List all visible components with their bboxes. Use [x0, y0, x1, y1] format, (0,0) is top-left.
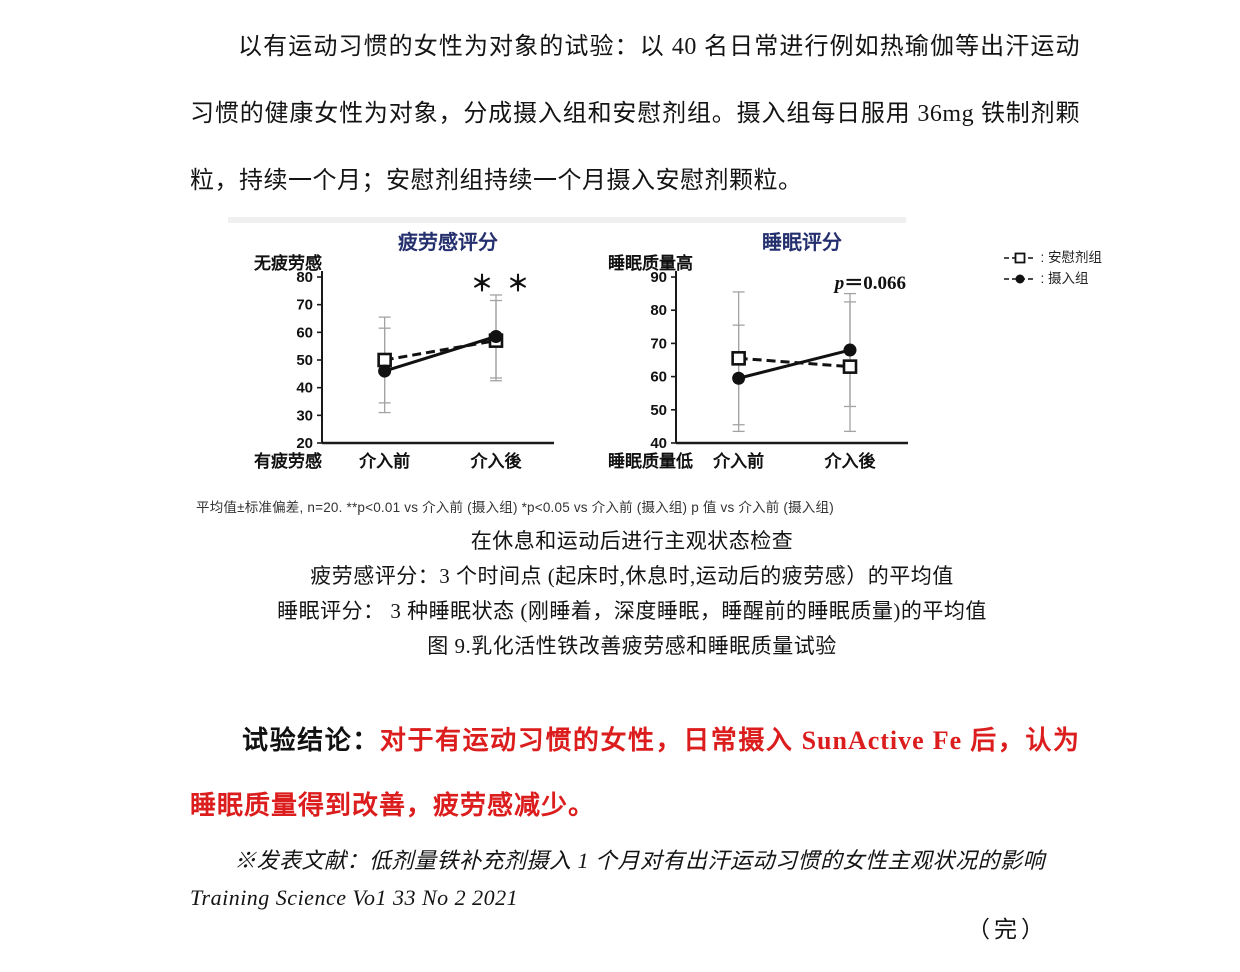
- svg-text:40: 40: [650, 435, 667, 452]
- svg-text:疲劳感评分: 疲劳感评分: [398, 230, 498, 254]
- svg-text:30: 30: [296, 407, 313, 424]
- end-mark: （完）: [967, 917, 1048, 942]
- svg-text:70: 70: [650, 335, 667, 352]
- intro-paragraph: 以有运动习惯的女性为对象的试验：以 40 名日常进行例如热瑜伽等出汗运动习惯的健…: [190, 34, 1080, 194]
- svg-text:90: 90: [650, 269, 667, 286]
- svg-text:介入後: 介入後: [824, 451, 877, 471]
- svg-text:20: 20: [296, 435, 313, 452]
- svg-text:睡眠质量低: 睡眠质量低: [608, 451, 693, 471]
- square-open-icon: [1004, 252, 1037, 263]
- svg-text:介入後: 介入後: [470, 451, 523, 471]
- legend-item: : 安慰剂组: [1003, 247, 1102, 268]
- reference-line-2: Training Science Vo1 33 No 2 2021: [190, 885, 519, 910]
- svg-text:p＝0.066: p＝0.066: [833, 273, 906, 294]
- svg-text:60: 60: [296, 324, 313, 341]
- reference-line-1: ※发表文献：低剂量铁补充剂摄入 1 个月对有出汗运动习惯的女性主观状况的影响: [234, 848, 1046, 873]
- svg-text:睡眠评分: 睡眠评分: [762, 231, 842, 254]
- svg-text:＊ ＊: ＊ ＊: [471, 271, 533, 296]
- circle-filled-icon: [1004, 274, 1037, 283]
- legend-label: : 摄入组: [1040, 271, 1089, 286]
- conclusion-paragraph: 试验结论：对于有运动习惯的女性，日常摄入 SunActive Fe 后，认为睡眠…: [190, 664, 1080, 838]
- legend-item: : 摄入组: [1003, 268, 1102, 289]
- caption-line-4: 图 9.乳化活性铁改善疲劳感和睡眠质量试验: [427, 634, 837, 658]
- svg-text:介入前: 介入前: [358, 451, 410, 471]
- caption-line-2: 疲劳感评分：3 个时间点 (起床时,休息时,运动后的疲劳感）的平均值: [310, 564, 954, 588]
- svg-text:40: 40: [296, 380, 313, 397]
- caption-line-1: 在休息和运动后进行主观状态检查: [470, 529, 794, 553]
- svg-text:80: 80: [650, 302, 667, 319]
- svg-text:80: 80: [296, 269, 313, 286]
- chart-legend: : 安慰剂组 : 摄入组: [1003, 247, 1102, 289]
- reference-block: ※发表文献：低剂量铁补充剂摄入 1 个月对有出汗运动习惯的女性主观状况的影响 Tr…: [190, 842, 1080, 916]
- figure-footnote: 平均值±标准偏差, n=20. **p<0.01 vs 介入前 (摄入组) *p…: [196, 500, 834, 515]
- svg-text:无疲劳感: 无疲劳感: [254, 253, 322, 273]
- svg-text:有疲劳感: 有疲劳感: [254, 451, 322, 471]
- svg-text:50: 50: [650, 402, 667, 419]
- svg-text:70: 70: [296, 297, 313, 314]
- legend-label: : 安慰剂组: [1040, 250, 1102, 265]
- conclusion-label: 试验结论：: [242, 726, 380, 755]
- svg-text:60: 60: [650, 369, 667, 386]
- conclusion-text: 对于有运动习惯的女性，日常摄入 SunActive Fe 后，认为睡眠质量得到改…: [190, 726, 1080, 820]
- scan-artifact-band: [228, 217, 906, 223]
- svg-text:50: 50: [296, 352, 313, 369]
- svg-text:介入前: 介入前: [712, 451, 764, 471]
- caption-line-3: 睡眠评分： 3 种睡眠状态 (刚睡着，深度睡眠，睡醒前的睡眠质量)的平均值: [277, 599, 987, 623]
- figure-block: 20 30 40 50 60 70 80 介入前 介入後 疲劳感评分无疲劳感有疲劳感 ＊ ＊ 40 5…: [196, 217, 1110, 516]
- charts-row: 20 30 40 50 60 70 80 介入前 介入後 疲劳感评分无疲劳感有疲劳感 ＊ ＊ 40 5…: [228, 225, 1110, 493]
- figure-captions: 在休息和运动后进行主观状态检查 疲劳感评分：3 个时间点 (起床时,休息时,运动…: [182, 524, 1082, 664]
- svg-text:睡眠质量高: 睡眠质量高: [608, 253, 693, 273]
